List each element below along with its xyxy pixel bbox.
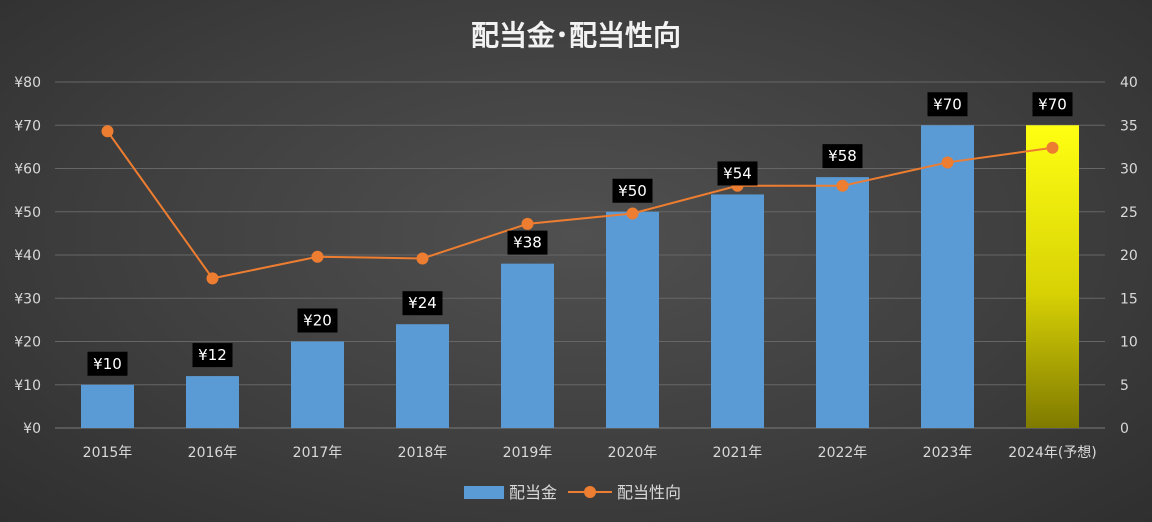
data-label: ¥20 [303, 312, 332, 330]
legend-label-line: 配当性向 [617, 483, 681, 502]
line-point [416, 252, 429, 265]
bar [501, 263, 554, 428]
data-label-box [927, 92, 968, 117]
x-tick-label: 2016年 [188, 445, 238, 461]
bar-series [81, 125, 1079, 428]
x-tick-label: 2015年 [83, 445, 133, 461]
data-label: ¥10 [93, 355, 122, 373]
y-left-tick-label: ¥0 [23, 421, 41, 437]
y-left-tick-label: ¥10 [14, 378, 41, 394]
line-point [311, 250, 324, 263]
y-left-tick-label: ¥60 [14, 162, 41, 178]
x-tick-label: 2020年 [608, 445, 658, 461]
x-tick-label: 2023年 [923, 445, 973, 461]
y-right-tick-label: 15 [1120, 291, 1138, 307]
line-point [941, 156, 954, 169]
data-label-box [192, 343, 233, 368]
y-right-tick-label: 25 [1120, 205, 1138, 221]
y-right-tick-label: 20 [1120, 248, 1138, 264]
bar [291, 341, 344, 428]
y-left-tick-label: ¥70 [14, 118, 41, 134]
data-label-box [297, 308, 338, 333]
legend: 配当金 配当性向 [464, 483, 681, 502]
data-label: ¥12 [198, 346, 227, 364]
bar [921, 125, 974, 428]
legend-label-bar: 配当金 [509, 483, 557, 502]
data-label: ¥58 [828, 147, 857, 165]
legend-swatch-bar [464, 486, 504, 499]
line-point [1046, 141, 1059, 154]
line-point [836, 179, 849, 192]
bar [396, 324, 449, 428]
x-tick-label: 2024年(予想) [1008, 445, 1097, 461]
y-right-tick-label: 10 [1120, 335, 1138, 351]
y-right-tick-label: 40 [1120, 75, 1138, 91]
line-point [101, 125, 114, 138]
data-label: ¥24 [408, 294, 437, 312]
bar [711, 194, 764, 428]
data-label-box [612, 178, 653, 203]
y-left-tick-label: ¥40 [14, 248, 41, 264]
bar [81, 384, 134, 428]
y-right-tick-label: 35 [1120, 118, 1138, 134]
data-label-box [822, 144, 863, 169]
y-right-tick-label: 30 [1120, 162, 1138, 178]
y-right-tick-label: 5 [1120, 378, 1129, 394]
data-label: ¥54 [723, 164, 752, 182]
data-label: ¥70 [1038, 95, 1067, 113]
data-label-box [87, 351, 128, 376]
bar [186, 376, 239, 428]
x-tick-label: 2019年 [503, 445, 553, 461]
line-series [101, 125, 1059, 285]
data-labels: ¥10 ¥12 ¥20 ¥24 ¥38 ¥50 ¥54 ¥58 ¥70 ¥70 [87, 92, 1073, 376]
x-tick-label: 2018年 [398, 445, 448, 461]
legend-swatch-marker [584, 486, 596, 498]
y-right-tick-label: 0 [1120, 421, 1129, 437]
line-path [106, 130, 1053, 280]
right-axis: 0 5 10 15 20 25 30 35 40 [1120, 75, 1138, 437]
x-axis: 2015年 2016年 2017年 2018年 2019年 2020年 2021年 2022年… [83, 445, 1097, 461]
data-label-box [717, 161, 758, 186]
bar [816, 177, 869, 428]
data-label: ¥50 [618, 182, 647, 200]
line-point [521, 217, 534, 230]
bar [606, 211, 659, 428]
y-left-tick-label: ¥80 [14, 75, 41, 91]
chart-title: 配当金･配当性向 [471, 19, 681, 52]
left-axis: ¥0 ¥10 ¥20 ¥30 ¥40 ¥50 ¥60 ¥70 ¥80 [14, 75, 41, 437]
x-tick-label: 2021年 [713, 445, 763, 461]
y-left-tick-label: ¥30 [14, 291, 41, 307]
line-point [626, 207, 639, 220]
y-left-tick-label: ¥50 [14, 205, 41, 221]
x-tick-label: 2017年 [293, 445, 343, 461]
y-left-tick-label: ¥20 [14, 335, 41, 351]
data-label: ¥70 [933, 95, 962, 113]
data-label-box [507, 230, 548, 255]
x-tick-label: 2022年 [818, 445, 868, 461]
data-label-box [1032, 92, 1073, 117]
data-label-box [402, 291, 443, 316]
line-point [206, 272, 219, 285]
bar [1026, 125, 1079, 428]
data-label: ¥38 [513, 234, 542, 252]
